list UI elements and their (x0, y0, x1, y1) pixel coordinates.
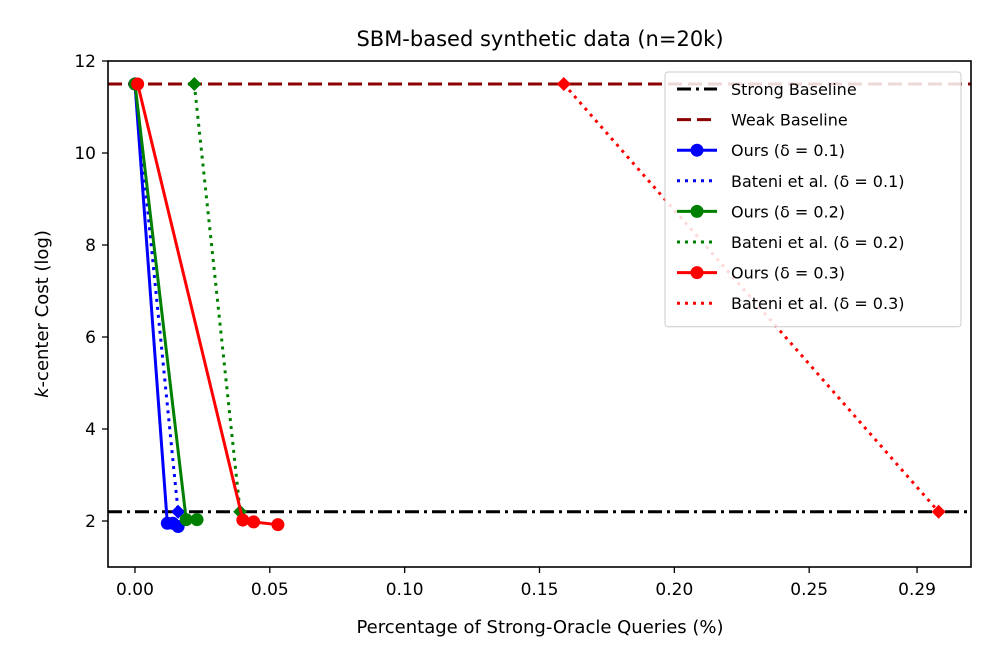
plot-area (108, 77, 971, 534)
x-axis: 0.00 0.05 0.10 0.15 0.20 0.25 0.29 (116, 567, 936, 600)
data-point (556, 77, 571, 91)
x-tick-label: 0.29 (898, 580, 936, 600)
legend-label: Bateni et al. (δ = 0.1) (731, 172, 905, 191)
data-point (271, 518, 285, 532)
x-tick-label: 0.25 (790, 580, 828, 600)
y-tick-label: 6 (85, 328, 96, 348)
x-tick-label: 0.00 (116, 580, 154, 600)
y-axis-label-rest: -center Cost (log) (32, 230, 53, 387)
legend-box (664, 71, 962, 328)
x-tick-label: 0.05 (251, 580, 289, 600)
data-point (190, 513, 204, 527)
data-point (131, 77, 145, 91)
legend-label: Ours (δ = 0.3) (731, 264, 845, 283)
y-tick-label: 8 (85, 236, 96, 256)
legend-label: Ours (δ = 0.2) (731, 202, 845, 221)
legend-label: Bateni et al. (δ = 0.3) (731, 294, 905, 313)
x-tick-label: 0.15 (521, 580, 559, 600)
y-tick-label: 12 (74, 52, 96, 72)
y-axis-label-k: k (32, 386, 53, 398)
legend: Strong Baseline Weak Baseline Ours (δ = 0.… (664, 71, 962, 328)
legend-marker (690, 266, 704, 280)
y-axis: 2 4 6 8 10 12 (74, 52, 108, 532)
x-axis-label: Percentage of Strong-Oracle Queries (%) (356, 617, 723, 638)
data-point (179, 513, 193, 527)
legend-label: Weak Baseline (731, 111, 848, 130)
x-tick-label: 0.20 (655, 580, 693, 600)
y-axis-label: k-center Cost (log) (32, 230, 53, 398)
data-point (187, 77, 202, 91)
legend-marker (690, 204, 704, 218)
series-line (562, 83, 940, 513)
chart-title: SBM-based synthetic data (n=20k) (356, 27, 723, 51)
y-tick-label: 2 (85, 512, 96, 532)
legend-label: Strong Baseline (731, 80, 857, 99)
y-tick-label: 4 (85, 420, 96, 440)
data-point (931, 504, 946, 519)
legend-label: Bateni et al. (δ = 0.2) (731, 233, 905, 252)
y-tick-label: 10 (74, 144, 96, 164)
x-tick-label: 0.10 (386, 580, 424, 600)
data-point (236, 513, 250, 527)
legend-marker (690, 143, 704, 157)
data-point (247, 515, 261, 529)
legend-label: Ours (δ = 0.1) (731, 141, 845, 160)
